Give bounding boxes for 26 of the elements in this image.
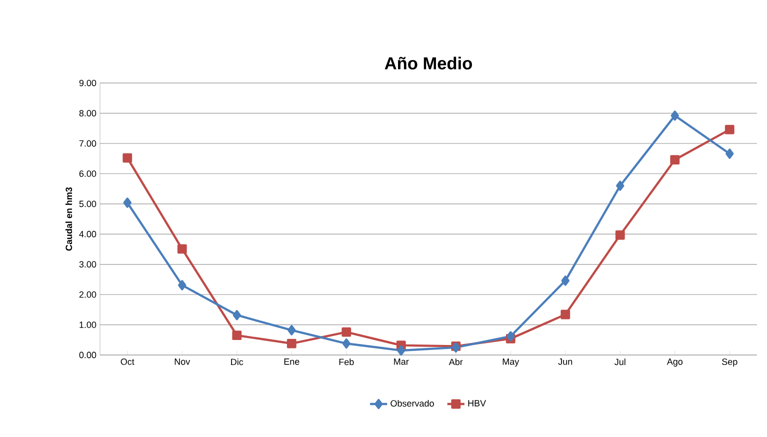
y-tick-label: 2.00: [79, 291, 96, 298]
y-tick-label: 6.00: [79, 170, 96, 177]
x-tick-label: Mar: [394, 358, 409, 365]
x-tick-label: Jun: [558, 358, 572, 365]
x-tick-label: Abr: [448, 358, 463, 366]
y-tick-label: 3.00: [79, 261, 96, 268]
x-tick-label: Jul: [614, 358, 626, 366]
y-tick-label: 4.00: [79, 230, 96, 238]
legend-label: Observado: [390, 400, 434, 407]
y-tick-label: 5.00: [79, 200, 96, 208]
y-tick-label: 7.00: [79, 140, 96, 147]
x-tick-label: Ago: [666, 358, 683, 367]
x-tick-label: Oct: [120, 358, 134, 365]
y-tick-label: 9.00: [79, 80, 96, 86]
y-tick-label: 1.00: [80, 322, 96, 328]
y-tick-label: 8.00: [79, 110, 96, 116]
x-tick-label: Feb: [339, 358, 354, 366]
chart-title: Año Medio: [384, 56, 472, 70]
x-tick-label: Nov: [174, 358, 190, 365]
y-axis-title: Caudal en hm3: [65, 187, 72, 251]
x-tick-label: Ene: [284, 358, 300, 365]
legend-label: HBV: [468, 400, 486, 406]
x-tick-label: Sep: [722, 358, 738, 367]
x-tick-label: May: [502, 358, 520, 367]
x-tick-label: Dic: [231, 358, 244, 366]
y-tick-label: 0.00: [79, 352, 96, 358]
